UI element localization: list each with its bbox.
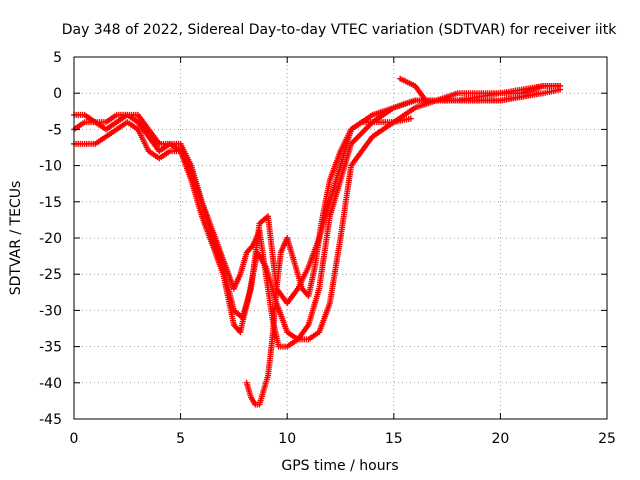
x-tick-label: 0 bbox=[70, 431, 79, 447]
y-tick-label: 5 bbox=[53, 50, 62, 66]
y-tick-label: -45 bbox=[39, 412, 62, 428]
x-tick-label: 25 bbox=[598, 431, 616, 447]
chart-title: Day 348 of 2022, Sidereal Day-to-day VTE… bbox=[62, 22, 617, 38]
y-tick-label: -40 bbox=[39, 376, 62, 392]
data-point bbox=[557, 82, 564, 89]
y-tick-label: -25 bbox=[39, 267, 62, 283]
x-axis-label: GPS time / hours bbox=[281, 458, 398, 474]
data-points bbox=[71, 75, 564, 408]
data-point bbox=[407, 115, 414, 122]
x-tick-label: 15 bbox=[385, 431, 403, 447]
y-tick-label: -15 bbox=[39, 195, 62, 211]
y-axis-label: SDTVAR / TECUs bbox=[8, 181, 24, 296]
x-tick-label: 20 bbox=[491, 431, 509, 447]
x-tick-label: 5 bbox=[176, 431, 185, 447]
x-tick-label: 10 bbox=[278, 431, 296, 447]
y-tick-label: -10 bbox=[39, 159, 62, 175]
y-tick-label: -20 bbox=[39, 231, 62, 247]
axis-ticks: 0 5 10 15 20 25 5 0 -5 -10 -15 -20 -25 -30 -35 -40 -45 bbox=[39, 50, 616, 447]
data-point bbox=[535, 90, 542, 97]
y-tick-label: 0 bbox=[53, 86, 62, 102]
y-tick-label: -35 bbox=[39, 340, 62, 356]
y-tick-label: -5 bbox=[48, 122, 62, 138]
y-tick-label: -30 bbox=[39, 303, 62, 319]
